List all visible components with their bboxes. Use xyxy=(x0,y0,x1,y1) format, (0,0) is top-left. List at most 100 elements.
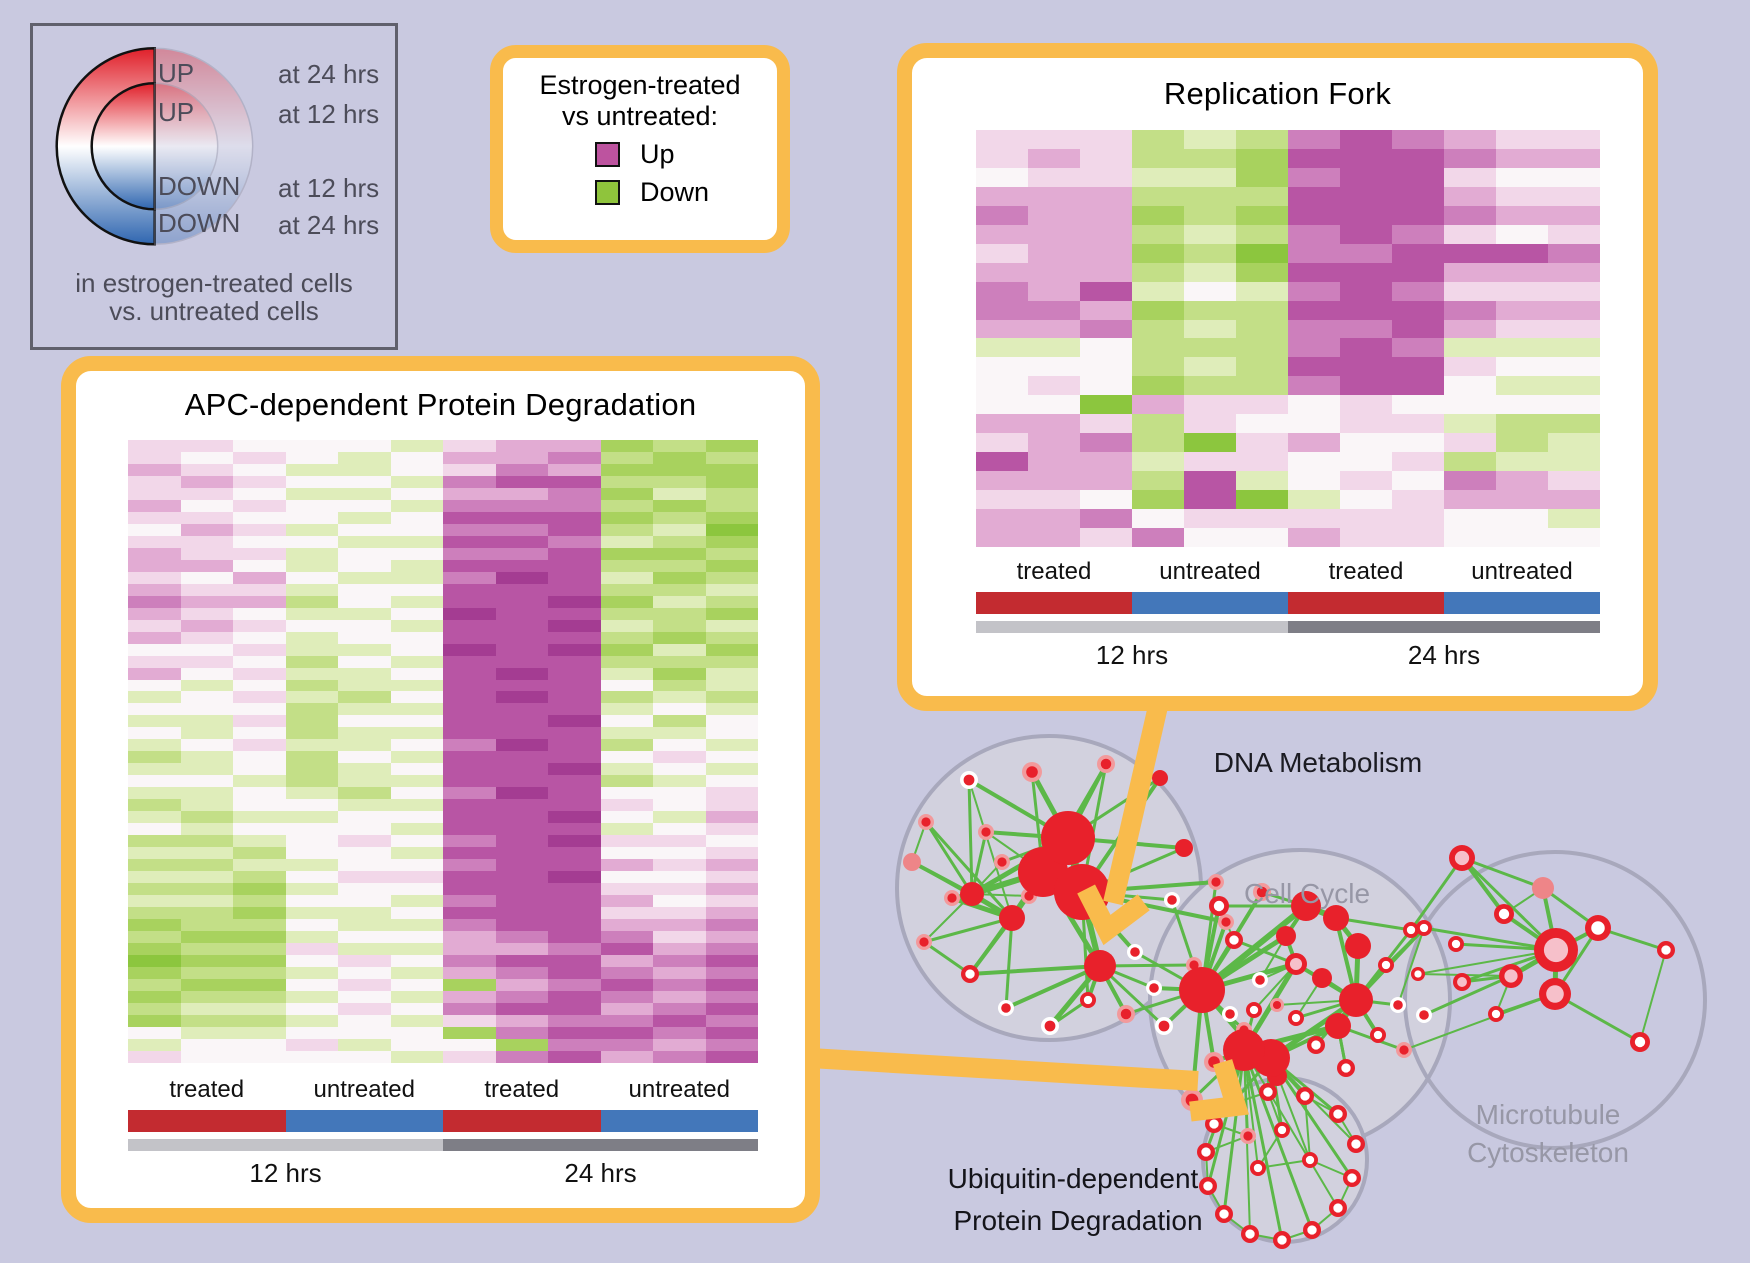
heatmap-cell xyxy=(548,595,601,608)
heatmap-cell xyxy=(390,703,443,716)
heatmap-cell xyxy=(233,1051,286,1063)
heatmap-cell xyxy=(705,895,758,908)
heatmap-cell xyxy=(548,703,601,716)
heatmap-cell xyxy=(128,595,181,608)
heatmap-cell xyxy=(390,931,443,944)
heatmap-cell xyxy=(1444,338,1496,358)
apc-time-labels: 12 hrs 24 hrs xyxy=(249,1158,637,1188)
network-node-core xyxy=(1255,975,1265,985)
heatmap-cell xyxy=(705,559,758,572)
heatmap-cell xyxy=(1236,186,1288,206)
heatmap-cell xyxy=(180,487,233,500)
heatmap-cell xyxy=(976,528,1028,547)
heatmap-cell xyxy=(128,907,181,920)
heatmap-cell xyxy=(1392,338,1444,358)
heatmap-cell xyxy=(1444,433,1496,453)
heatmap-cell xyxy=(128,799,181,812)
heatmap-cell xyxy=(653,1003,706,1016)
heatmap-cell xyxy=(495,835,548,848)
heatmap-cell xyxy=(180,499,233,512)
heatmap-cell xyxy=(976,395,1028,415)
heatmap-cell xyxy=(233,643,286,656)
heatmap-cell xyxy=(180,763,233,776)
heatmap-cell xyxy=(1080,148,1132,168)
network-node xyxy=(1179,967,1225,1013)
network-node-core xyxy=(1491,1009,1501,1019)
heatmap-cell xyxy=(653,499,706,512)
network-node-core xyxy=(1373,1030,1383,1040)
heatmap-cell xyxy=(233,619,286,632)
heatmap-cell xyxy=(390,463,443,476)
heatmap-cell xyxy=(180,739,233,752)
heatmap-cell xyxy=(338,655,391,668)
heatmap-cell xyxy=(495,440,548,452)
heatmap-cell xyxy=(600,679,653,692)
heatmap-cell xyxy=(128,547,181,560)
heatmap-cell xyxy=(1548,433,1600,453)
apc-panel: APC-dependent Protein Degradation treate… xyxy=(61,356,820,1223)
heatmap-cell xyxy=(600,583,653,596)
heatmap-cell xyxy=(338,451,391,464)
heatmap-cell xyxy=(1392,357,1444,377)
heatmap-cell xyxy=(495,751,548,764)
heatmap-cell xyxy=(128,811,181,824)
heatmap-cell xyxy=(1028,130,1080,149)
heatmap-cell xyxy=(1548,357,1600,377)
cluster-label: Microtubule xyxy=(1476,1099,1621,1130)
heatmap-cell xyxy=(443,907,496,920)
heatmap-cell xyxy=(705,511,758,524)
network-node xyxy=(1223,1029,1265,1071)
apc-title: APC-dependent Protein Degradation xyxy=(184,387,697,422)
heatmap-cell xyxy=(390,1051,443,1063)
heatmap-cell xyxy=(1132,433,1184,453)
heatmap-cell xyxy=(1080,262,1132,282)
heatmap-cell xyxy=(548,643,601,656)
heatmap-cell xyxy=(285,979,338,992)
heatmap-cell xyxy=(233,523,286,536)
heatmap-cell xyxy=(1080,414,1132,434)
heatmap-cell xyxy=(1028,205,1080,225)
heatmap-cell xyxy=(1236,376,1288,396)
heatmap-cell xyxy=(233,511,286,524)
heatmap-cell xyxy=(600,991,653,1004)
heatmap-cell xyxy=(495,1051,548,1063)
network-node-core xyxy=(921,817,931,827)
network-node-core xyxy=(1158,1020,1170,1032)
heatmap-cell xyxy=(443,799,496,812)
heatmap-cell xyxy=(285,847,338,860)
heatmap-cell xyxy=(338,823,391,836)
heatmap-cell xyxy=(338,691,391,704)
heatmap-cell xyxy=(705,907,758,920)
heatmap-cell xyxy=(495,823,548,836)
heatmap-cell xyxy=(705,727,758,740)
heatmap-cell xyxy=(180,835,233,848)
heatmap-cell xyxy=(390,979,443,992)
heatmap-cell xyxy=(128,871,181,884)
heatmap-cell xyxy=(180,511,233,524)
heatmap-cell xyxy=(653,847,706,860)
heatmap-cell xyxy=(495,715,548,728)
heatmap-cell xyxy=(1288,300,1340,320)
network-node xyxy=(960,882,984,906)
heatmap-cell xyxy=(1496,414,1548,434)
heatmap-cell xyxy=(338,775,391,788)
network-edge xyxy=(1397,927,1425,1006)
heatmap-cell xyxy=(390,751,443,764)
heatmap-cell xyxy=(1548,205,1600,225)
heatmap-cell xyxy=(653,559,706,572)
heatmap-cell xyxy=(338,811,391,824)
heatmap-cell xyxy=(495,859,548,872)
heatmap-cell xyxy=(705,691,758,704)
network-node xyxy=(1291,891,1321,921)
heatmap-cell xyxy=(285,823,338,836)
heatmap-cell xyxy=(180,967,233,980)
heatmap-cell xyxy=(653,943,706,956)
heatmap-cell xyxy=(1236,262,1288,282)
heatmap-cell xyxy=(233,739,286,752)
heatmap-cell xyxy=(1184,528,1236,547)
heatmap-cell xyxy=(495,1015,548,1028)
network-node xyxy=(999,905,1025,931)
heatmap-cell xyxy=(1392,395,1444,415)
heatmap-cell xyxy=(1392,205,1444,225)
heatmap-cell xyxy=(495,811,548,824)
